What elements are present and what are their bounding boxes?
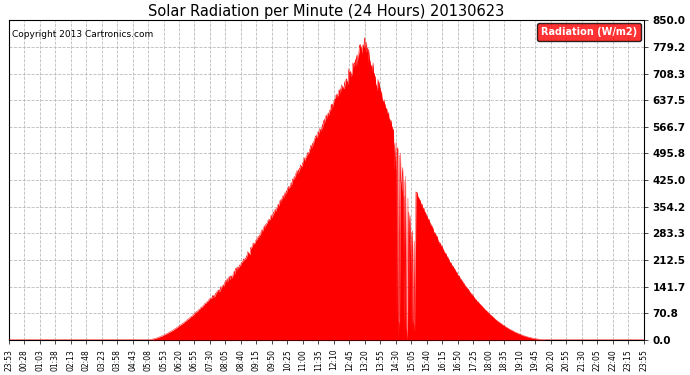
Text: Copyright 2013 Cartronics.com: Copyright 2013 Cartronics.com xyxy=(12,30,153,39)
Legend: Radiation (W/m2): Radiation (W/m2) xyxy=(537,23,640,41)
Title: Solar Radiation per Minute (24 Hours) 20130623: Solar Radiation per Minute (24 Hours) 20… xyxy=(148,4,504,19)
